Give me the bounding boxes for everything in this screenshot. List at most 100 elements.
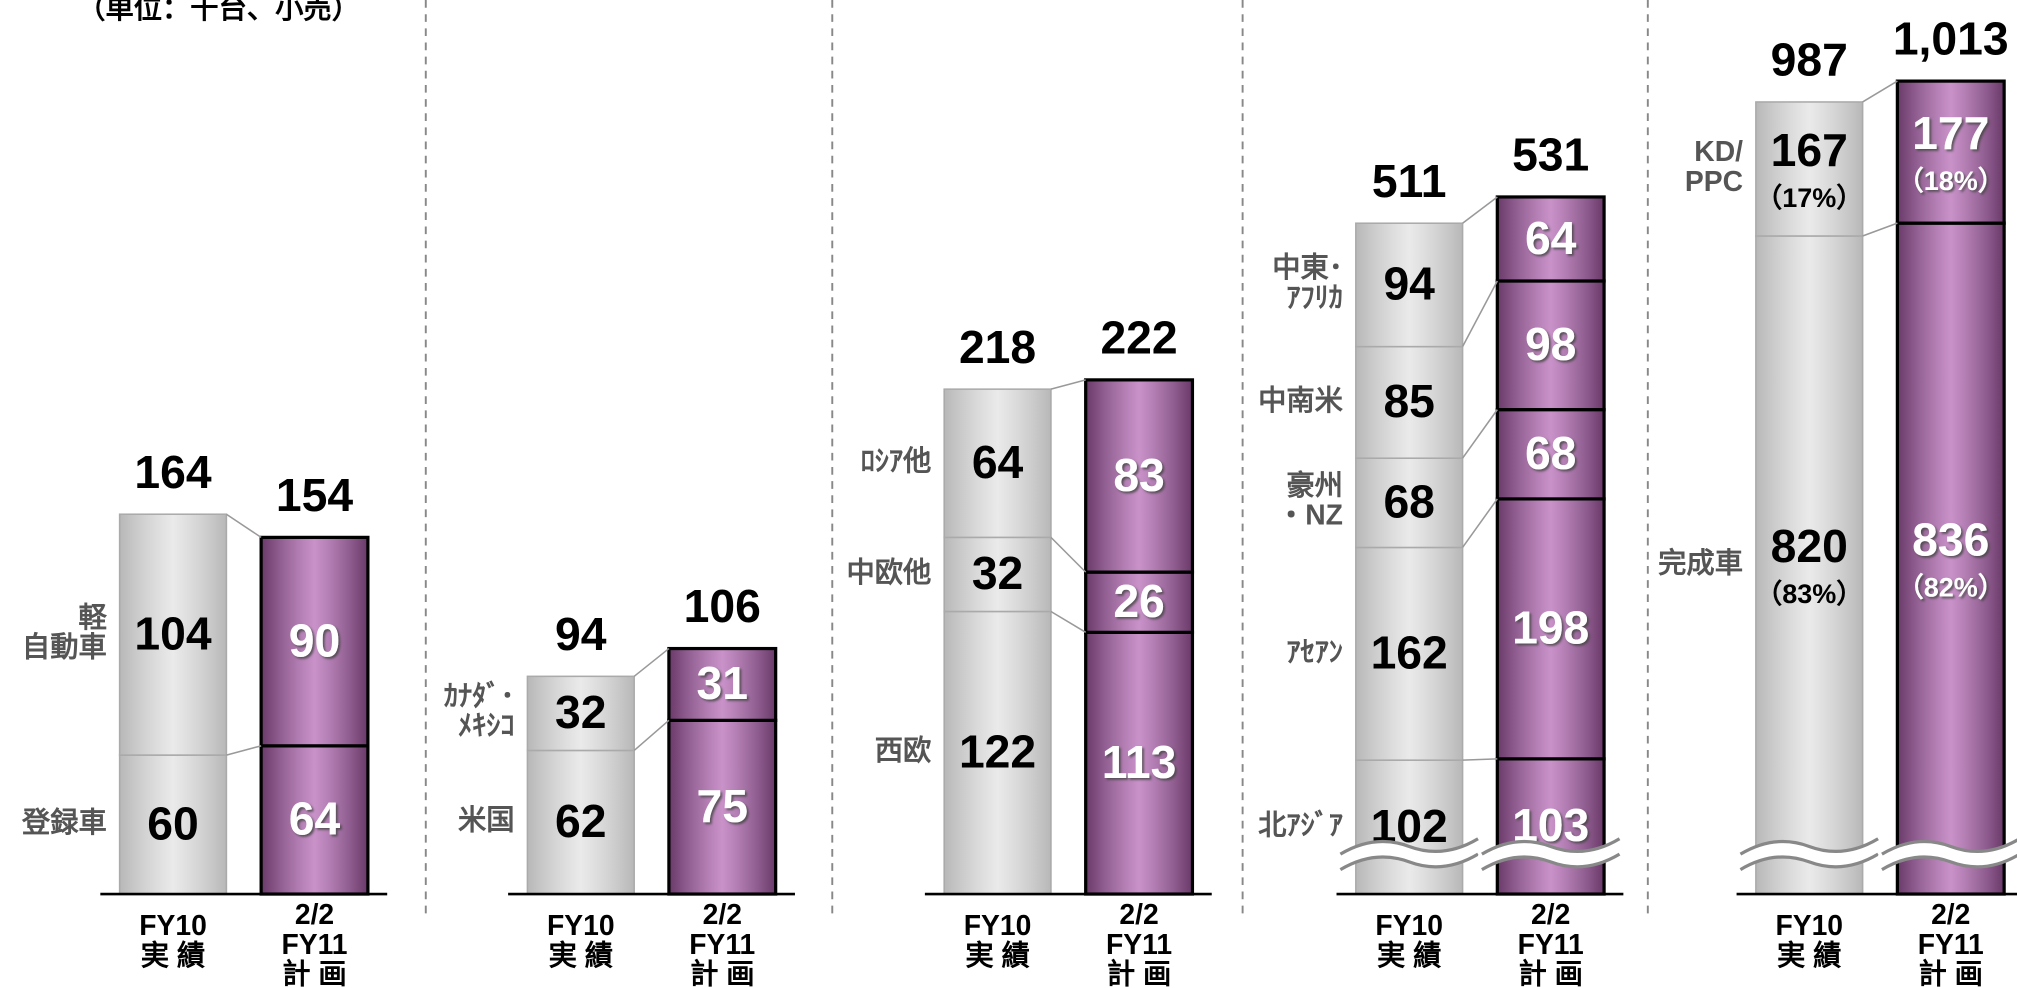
bar-shade <box>1355 223 1463 347</box>
axis-break <box>1339 852 1479 871</box>
category-label: FY10 実 績 <box>1775 910 1843 972</box>
total-label: 222 <box>1100 312 1177 364</box>
series-name: 米国 <box>458 804 515 836</box>
axis-break <box>1477 839 1624 869</box>
bar-shade <box>1897 223 2005 895</box>
category-label: 2/2 FY11 計 画 <box>1518 899 1584 988</box>
segment-value: 85 <box>1383 375 1435 427</box>
series-name: 西欧 <box>875 734 932 766</box>
bar-shade <box>1355 547 1463 761</box>
share-label: （18%） <box>1897 166 2005 196</box>
category-label: 2/2 FY11 計 画 <box>281 899 347 988</box>
series-name: ﾛｼｱ他 <box>861 445 932 477</box>
bar-shade <box>1755 101 1863 236</box>
share-label: （83%） <box>1755 579 1863 609</box>
bar-shade <box>1497 498 1605 759</box>
bar-outline <box>1355 222 1464 348</box>
connector <box>633 647 670 677</box>
bar-shade <box>119 755 227 895</box>
segment-value: 113 <box>1102 736 1177 788</box>
bar-shade <box>1355 760 1463 895</box>
series-name: 中欧他 <box>846 556 931 588</box>
category-label: FY10 実 績 <box>139 910 207 972</box>
category-label: FY10 実 績 <box>964 910 1032 972</box>
segment-value: 90 <box>289 614 340 666</box>
segment-value: 820 <box>1771 520 1848 572</box>
segment-value: 836 <box>1912 513 1989 565</box>
series-name: ｱｾｱﾝ <box>1286 635 1343 667</box>
segment-value: 94 <box>1383 258 1435 310</box>
series-name: 完成車 <box>1658 546 1743 578</box>
bar-shade <box>261 537 368 746</box>
segment-value: 122 <box>959 726 1036 778</box>
unit-title: （単位：千台、小売） <box>77 0 360 24</box>
bar-shade <box>668 720 776 895</box>
bar-shade <box>1085 572 1193 633</box>
total-label: 94 <box>555 608 607 660</box>
segment-value: 60 <box>147 797 199 849</box>
axis-break <box>1881 838 2017 856</box>
series-name: KD/PPC <box>1685 136 1743 198</box>
segment-value: 32 <box>972 547 1024 599</box>
bar-shade <box>1497 196 1605 281</box>
bar-outline <box>118 513 228 756</box>
series-name: 登録車 <box>21 806 107 838</box>
segment-value: 75 <box>697 780 749 832</box>
connector <box>1461 498 1498 548</box>
category-label: 2/2 FY11 計 画 <box>1106 899 1172 988</box>
bar-shade <box>1497 758 1605 895</box>
connector <box>633 719 670 752</box>
bar-shade <box>1085 379 1193 573</box>
segment-value: 68 <box>1525 427 1577 479</box>
total-label: 987 <box>1771 34 1848 86</box>
connector <box>1050 610 1087 633</box>
bar-shade <box>944 537 1051 612</box>
total-label: 164 <box>134 446 211 498</box>
bar-outline <box>1895 79 2006 225</box>
total-label: 531 <box>1512 129 1589 181</box>
connector <box>1050 379 1086 390</box>
bar-outline <box>1755 101 1864 237</box>
bar-shade <box>527 676 635 751</box>
total-label: 1,013 <box>1893 13 2009 65</box>
series-name: ｶﾅﾀﾞ･ﾒｷｼｺ <box>444 680 515 742</box>
axis-break <box>1481 837 1621 856</box>
axis-break <box>1481 852 1621 871</box>
connector <box>1862 80 1898 103</box>
segment-value: 62 <box>555 795 607 847</box>
bar-outline <box>1495 195 1606 283</box>
segment-value: 167 <box>1771 124 1848 176</box>
series-name: 中東･ｱﾌﾘｶ <box>1272 252 1343 314</box>
total-label: 154 <box>276 469 353 521</box>
bar-outline <box>1084 378 1195 574</box>
bar-outline <box>259 535 370 748</box>
bar-shade <box>119 514 227 756</box>
connector <box>225 513 262 539</box>
series-name: 北ｱｼﾞｱ <box>1258 809 1343 841</box>
segment-value: 177 <box>1912 107 1989 159</box>
bar-outline <box>943 388 1052 539</box>
bar-shade <box>668 648 776 721</box>
share-label: （82%） <box>1897 573 2005 603</box>
bar-shade <box>1897 81 2005 224</box>
connector <box>1462 196 1498 224</box>
bar-shade <box>1497 409 1605 499</box>
series-name: 中南米 <box>1258 384 1344 416</box>
connector <box>1461 409 1498 459</box>
bar-shade <box>1755 235 1863 895</box>
bar-shade <box>1355 458 1463 548</box>
category-label: 2/2 FY11 計 画 <box>1918 899 1984 988</box>
segment-value: 104 <box>134 607 211 659</box>
connector <box>226 745 262 756</box>
total-label: 511 <box>1372 155 1447 207</box>
category-label: 2/2 FY11 計 画 <box>689 899 755 988</box>
segment-value: 64 <box>1525 212 1577 264</box>
share-label: （17%） <box>1755 183 1863 213</box>
connector <box>1461 280 1498 347</box>
segment-value: 198 <box>1512 602 1589 654</box>
bar-shade <box>1085 632 1193 895</box>
segment-value: 83 <box>1113 449 1165 501</box>
axis-break <box>1736 839 1883 869</box>
connector <box>1050 536 1087 573</box>
